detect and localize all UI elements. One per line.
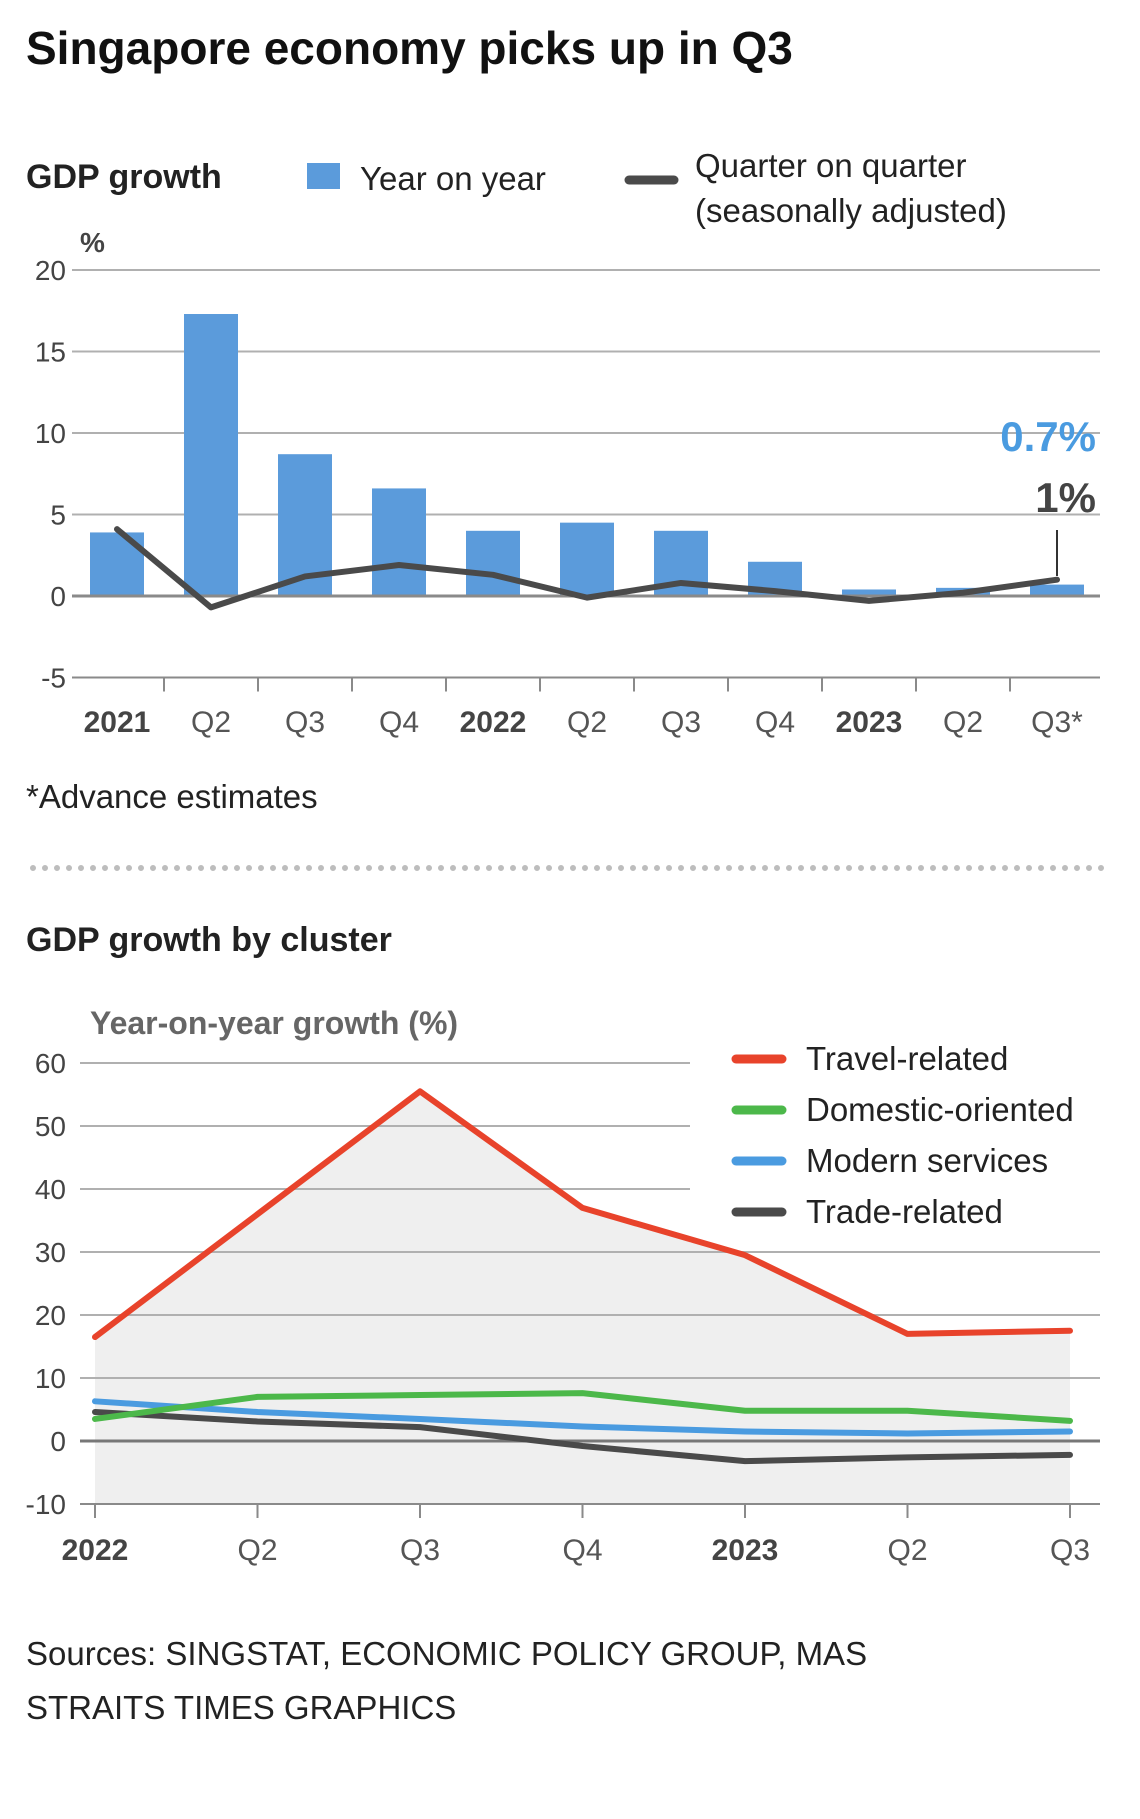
footnote: *Advance estimates bbox=[26, 778, 318, 815]
cluster-y-tick-label: 10 bbox=[35, 1363, 66, 1394]
gdp-yoy-bar bbox=[560, 522, 614, 596]
cluster-x-tick-label: 2022 bbox=[62, 1534, 129, 1567]
callout-yoy-value: 0.7% bbox=[1000, 413, 1096, 460]
cluster-shaded-area bbox=[95, 1091, 1070, 1504]
gdp-x-tick-label: 2021 bbox=[84, 706, 151, 739]
cluster-x-tick-label: Q3 bbox=[1050, 1534, 1090, 1567]
gdp-x-tick-label: 2023 bbox=[836, 706, 903, 739]
gdp-heading: GDP growth bbox=[26, 158, 222, 196]
gdp-x-tick-label: Q3 bbox=[661, 706, 701, 739]
cluster-y-tick-label: 0 bbox=[50, 1426, 66, 1457]
gdp-yoy-bar bbox=[842, 589, 896, 596]
gdp-yoy-bar bbox=[184, 314, 238, 596]
gdp-x-tick-label: Q3* bbox=[1031, 706, 1083, 739]
gdp-y-tick-label: 5 bbox=[50, 500, 66, 531]
gdp-legend: Year on year Quarter on quarter (seasona… bbox=[307, 147, 1007, 229]
gdp-unit-label: % bbox=[80, 227, 105, 258]
gdp-y-tick-label: 15 bbox=[35, 337, 66, 368]
cluster-heading: GDP growth by cluster bbox=[26, 921, 392, 959]
cluster-lines bbox=[92, 1088, 1073, 1465]
cluster-y-tick-label: 40 bbox=[35, 1174, 66, 1205]
cluster-line-domestic-oriented bbox=[92, 1390, 1073, 1424]
cluster-line-trade-related bbox=[92, 1409, 1073, 1465]
gdp-y-tick-label: 20 bbox=[35, 255, 66, 286]
cluster-legend-label: Trade-related bbox=[806, 1193, 1003, 1230]
gdp-x-tick-label: Q3 bbox=[285, 706, 325, 739]
cluster-legend-bg bbox=[690, 1028, 1140, 1243]
gdp-x-tick-label: Q2 bbox=[567, 706, 607, 739]
cluster-y-label: Year-on-year growth (%) bbox=[90, 1005, 458, 1041]
cluster-x-tick-label: Q4 bbox=[562, 1534, 602, 1567]
gdp-qoq-line bbox=[114, 526, 1060, 611]
gdp-y-axis: 20 15 10 5 0 -5 bbox=[35, 255, 66, 694]
cluster-y-tick-label: 50 bbox=[35, 1111, 66, 1142]
cluster-y-tick-label: 30 bbox=[35, 1237, 66, 1268]
gdp-x-tick-label: Q4 bbox=[379, 706, 419, 739]
gdp-yoy-bar bbox=[466, 530, 520, 596]
callout-qoq-value: 1% bbox=[1035, 474, 1096, 521]
gdp-x-tick-label: Q4 bbox=[755, 706, 795, 739]
cluster-x-tick-label: 2023 bbox=[712, 1534, 779, 1567]
legend-yoy-label: Year on year bbox=[360, 160, 546, 197]
cluster-legend-label: Travel-related bbox=[806, 1040, 1008, 1077]
legend-yoy-swatch bbox=[307, 163, 340, 189]
gdp-yoy-bar bbox=[372, 488, 426, 596]
cluster-x-axis: 2022 Q2 Q3 Q4 2023 Q2 Q3 bbox=[62, 1503, 1100, 1567]
gdp-x-tick-label: Q2 bbox=[943, 706, 983, 739]
cluster-line-travel-related bbox=[92, 1088, 1073, 1341]
legend-qoq-label-line1: Quarter on quarter bbox=[695, 147, 966, 184]
cluster-legend-label: Modern services bbox=[806, 1142, 1048, 1179]
gdp-bars bbox=[72, 314, 1100, 598]
gdp-y-tick-label: 0 bbox=[50, 581, 66, 612]
sources-line2: STRAITS TIMES GRAPHICS bbox=[26, 1689, 456, 1726]
legend-qoq-label-line2: (seasonally adjusted) bbox=[695, 192, 1007, 229]
sources-line1: Sources: SINGSTAT, ECONOMIC POLICY GROUP… bbox=[26, 1635, 867, 1672]
cluster-y-axis: 60 50 40 30 20 10 0 -10 bbox=[26, 1048, 66, 1520]
cluster-y-tick-label: 20 bbox=[35, 1300, 66, 1331]
gdp-y-tick-label: 10 bbox=[35, 418, 66, 449]
gdp-y-tick-label: -5 bbox=[41, 663, 66, 694]
gdp-x-tick-label: 2022 bbox=[460, 706, 527, 739]
cluster-legend-label: Domestic-oriented bbox=[806, 1091, 1074, 1128]
page-title: Singapore economy picks up in Q3 bbox=[26, 22, 793, 74]
cluster-legend: Travel-related Domestic-oriented Modern se… bbox=[731, 1040, 1074, 1230]
cluster-y-tick-label: 60 bbox=[35, 1048, 66, 1079]
gdp-x-tick-label: Q2 bbox=[191, 706, 231, 739]
cluster-y-tick-label: -10 bbox=[26, 1489, 66, 1520]
cluster-line-modern-services bbox=[92, 1398, 1073, 1437]
gdp-x-axis: 2021 Q2 Q3 Q4 2022 Q2 Q3 Q4 2023 Q2 Q3* bbox=[72, 676, 1100, 739]
cluster-x-tick-label: Q2 bbox=[887, 1534, 927, 1567]
gdp-yoy-bar bbox=[1030, 584, 1084, 596]
cluster-x-tick-label: Q3 bbox=[400, 1534, 440, 1567]
cluster-x-tick-label: Q2 bbox=[237, 1534, 277, 1567]
